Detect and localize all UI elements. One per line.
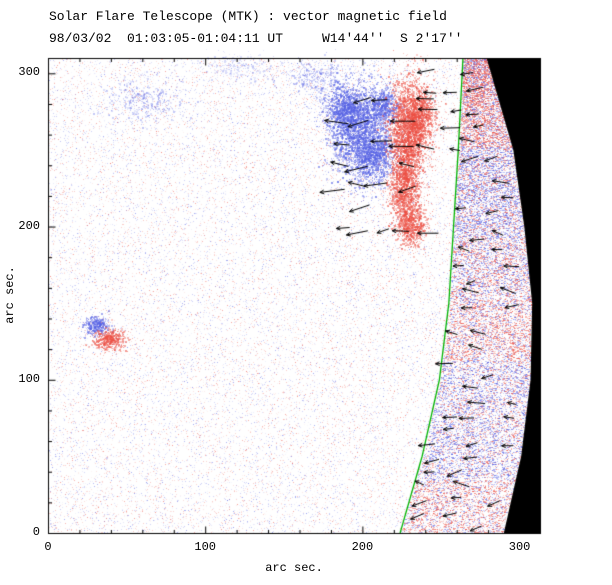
x-tick-label: 200	[351, 540, 374, 554]
x-axis-title: arc sec.	[265, 561, 323, 575]
y-axis-title: arc sec.	[3, 266, 17, 324]
x-tick-label: 100	[194, 540, 216, 554]
x-tick-label: 0	[44, 540, 52, 554]
y-tick-label: 200	[18, 218, 40, 233]
y-tick-label: 300	[18, 65, 40, 80]
y-tick-label: 100	[18, 371, 40, 386]
x-tick-label: 300	[508, 540, 531, 554]
y-tick-label: 0	[32, 525, 40, 539]
